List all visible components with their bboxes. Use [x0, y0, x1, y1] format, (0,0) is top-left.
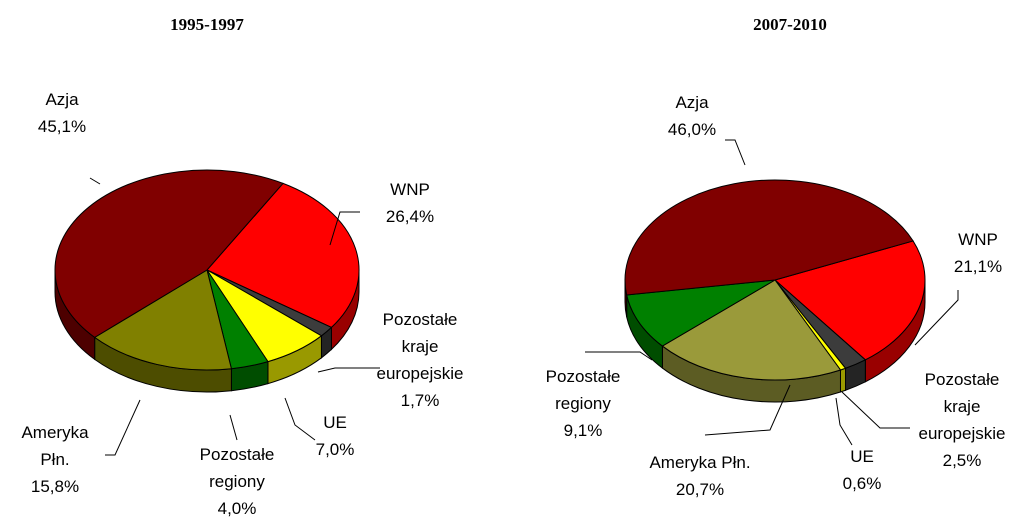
category-label: Pozostałe kraje europejskie — [919, 370, 1006, 443]
category-label-line: kraje — [944, 397, 981, 416]
slice-label: Pozostałe kraje europejskie 2,5% — [919, 370, 1006, 470]
slice-label: UE 0,6% — [843, 447, 882, 493]
category-label: WNP — [390, 180, 430, 199]
pie-slice — [624, 179, 914, 296]
leader-line — [725, 139, 746, 166]
value-label: 20,7% — [676, 480, 724, 499]
value-label: 21,1% — [954, 257, 1002, 276]
pie-slice-side — [839, 367, 847, 393]
category-label-line: kraje — [402, 337, 439, 356]
slice-label: UE 7,0% — [316, 413, 355, 459]
leader-line — [835, 397, 853, 446]
leader-line — [329, 211, 360, 246]
value-label: 45,1% — [38, 117, 86, 136]
category-label: UE — [323, 413, 347, 432]
leader-line — [317, 367, 380, 373]
chart-title: 1995-1997 — [170, 15, 244, 34]
value-label: 0,6% — [843, 474, 882, 493]
pie-slice — [206, 182, 360, 329]
value-label: 4,0% — [218, 499, 257, 518]
category-label-line: Pozostałe — [546, 367, 621, 386]
leader-line — [914, 290, 959, 346]
category-label: Pozostałe regiony — [546, 367, 621, 413]
slice-label: WNP 21,1% — [954, 230, 1002, 276]
pie-slice — [661, 279, 842, 381]
category-label: Azja — [45, 90, 79, 109]
category-label-line: europejskie — [377, 364, 464, 383]
pie-sides — [624, 279, 926, 403]
category-label-line: Pozostałe — [200, 445, 275, 464]
category-label-line: Płn. — [40, 450, 69, 469]
category-label-line: Pozostałe — [925, 370, 1000, 389]
value-label: 15,8% — [31, 477, 79, 496]
category-label: Azja — [675, 93, 709, 112]
slice-label: Azja 46,0% — [668, 93, 716, 139]
pie-tops — [54, 169, 360, 371]
value-label: 9,1% — [564, 421, 603, 440]
slice-label: Ameryka Płn. 15,8% — [21, 423, 89, 496]
slice-label: Pozostałe regiony 4,0% — [200, 445, 275, 518]
leader-line — [585, 351, 653, 361]
leader-line — [841, 391, 910, 429]
category-label: Ameryka Płn. — [649, 453, 750, 472]
pie-tops — [624, 179, 926, 381]
category-label-line: regiony — [555, 394, 611, 413]
leader-line — [105, 399, 141, 456]
pie-slice — [93, 269, 233, 371]
chart-title: 2007-2010 — [753, 15, 827, 34]
category-label-line: europejskie — [919, 424, 1006, 443]
value-label: 2,5% — [943, 451, 982, 470]
leader-line — [89, 177, 101, 185]
category-label: Pozostałe regiony — [200, 445, 275, 491]
slice-label: Azja 45,1% — [38, 90, 86, 136]
value-label: 26,4% — [386, 207, 434, 226]
slice-label: WNP 26,4% — [386, 180, 434, 226]
category-label-line: Ameryka — [21, 423, 89, 442]
value-label: 1,7% — [401, 391, 440, 410]
leader-line — [284, 397, 316, 441]
category-label: Ameryka Płn. — [21, 423, 89, 469]
slice-label: Pozostałe regiony 9,1% — [546, 367, 621, 440]
value-label: 46,0% — [668, 120, 716, 139]
category-label: WNP — [958, 230, 998, 249]
category-label: UE — [850, 447, 874, 466]
category-label-line: regiony — [209, 472, 265, 491]
slice-label: Pozostałe kraje europejskie 1,7% — [377, 310, 464, 410]
pie-slice — [773, 240, 926, 361]
value-label: 7,0% — [316, 440, 355, 459]
leader-line — [704, 384, 791, 436]
category-label: Pozostałe kraje europejskie — [377, 310, 464, 383]
pie-slice — [54, 169, 284, 338]
category-label-line: Pozostałe — [383, 310, 458, 329]
leader-line — [229, 414, 238, 441]
slice-label: Ameryka Płn. 20,7% — [649, 453, 750, 499]
pie-slice — [626, 279, 776, 347]
